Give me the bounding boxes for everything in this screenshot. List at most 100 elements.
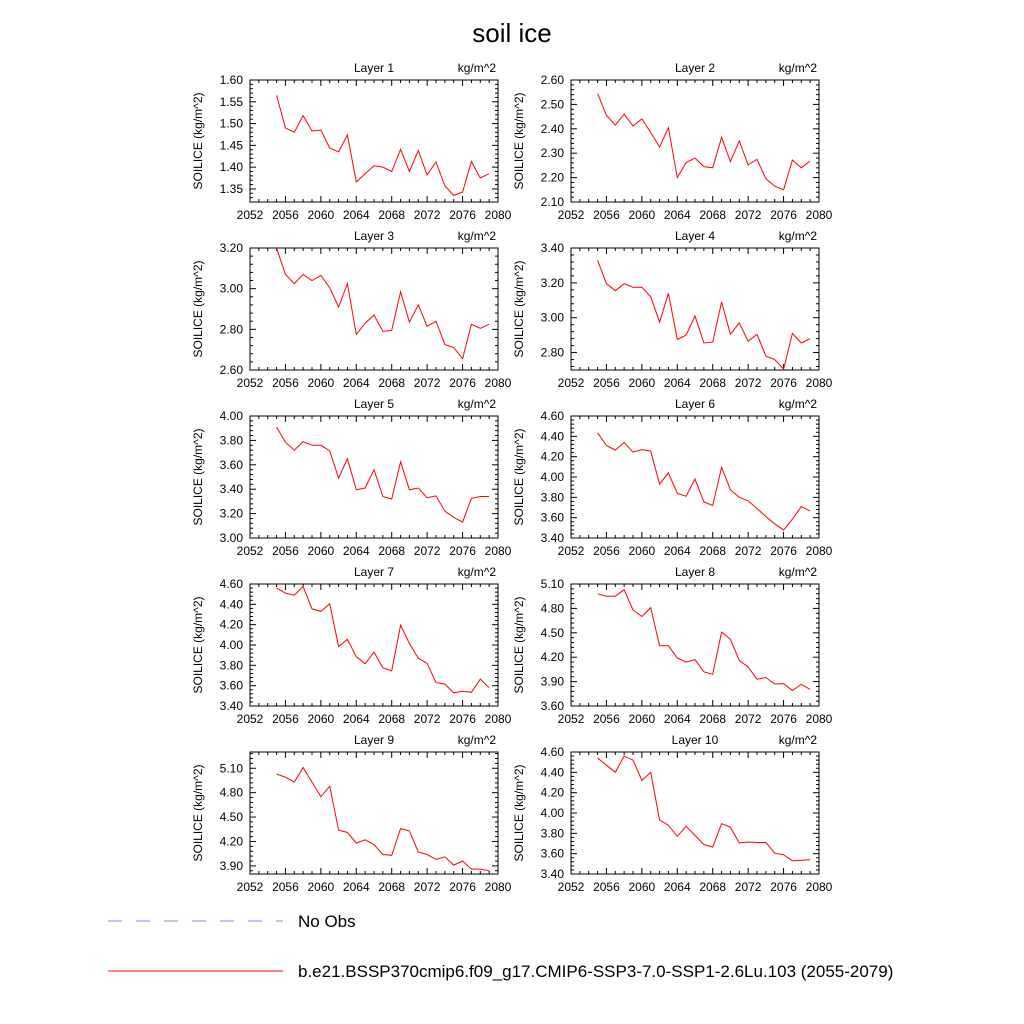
plot-frame: [570, 79, 820, 203]
panel-title-layer-6: Layer 6: [675, 397, 715, 411]
panel-units: kg/m^2: [779, 733, 818, 747]
legend-label-run: b.e21.BSSP370cmip6.f09_g17.CMIP6-SSP3-7.…: [298, 962, 893, 981]
x-tick-label: 2056: [593, 712, 620, 726]
panel-units: kg/m^2: [779, 61, 818, 75]
y-tick-label: 3.00: [220, 282, 244, 296]
y-tick-label: 3.80: [541, 826, 565, 840]
panel-units: kg/m^2: [458, 397, 497, 411]
y-tick-label: 4.60: [220, 577, 244, 591]
y-axis-label: SOILICE (kg/m^2): [191, 765, 205, 862]
x-tick-label: 2080: [806, 376, 833, 390]
y-axis-label: SOILICE (kg/m^2): [512, 597, 526, 694]
y-tick-label: 3.60: [541, 847, 565, 861]
y-tick-label: 3.40: [220, 699, 244, 713]
panel-units: kg/m^2: [458, 733, 497, 747]
x-tick-label: 2056: [272, 712, 299, 726]
x-tick-label: 2052: [237, 376, 264, 390]
y-tick-label: 4.20: [220, 618, 244, 632]
y-tick-label: 4.00: [541, 470, 565, 484]
y-tick-label: 1.40: [220, 160, 244, 174]
y-tick-label: 3.90: [541, 675, 565, 689]
series-line-layer-7: [276, 585, 490, 694]
x-tick-label: 2064: [664, 544, 691, 558]
panel-layer-1: 2052 2056 2060 2064 2068 2072 2076 2080 1.35 1.40…: [191, 61, 512, 222]
y-tick-label: 4.00: [220, 638, 244, 652]
legend-label-no-obs: No Obs: [298, 912, 356, 931]
x-tick-label: 2072: [414, 376, 441, 390]
x-tick-label: 2064: [343, 208, 370, 222]
x-tick-label: 2060: [629, 880, 656, 894]
panel-layer-8: 2052 2056 2060 2064 2068 2072 2076 2080 3.60 3.90…: [512, 565, 833, 726]
y-tick-label: 4.80: [541, 601, 565, 615]
x-tick-label: 2052: [237, 712, 264, 726]
y-tick-label: 4.40: [220, 597, 244, 611]
x-tick-label: 2076: [770, 880, 797, 894]
y-tick-label: 1.60: [220, 73, 244, 87]
y-tick-label: 3.60: [541, 699, 565, 713]
y-tick-label: 1.55: [220, 95, 244, 109]
panel-layer-5: 2052 2056 2060 2064 2068 2072 2076 2080 3.00 3.20…: [191, 397, 512, 558]
y-tick-label: 3.80: [541, 490, 565, 504]
x-tick-label: 2060: [308, 376, 335, 390]
y-tick-label: 3.80: [220, 433, 244, 447]
x-tick-label: 2068: [699, 208, 726, 222]
x-tick-label: 2064: [343, 544, 370, 558]
x-tick-label: 2072: [735, 376, 762, 390]
y-tick-label: 1.45: [220, 138, 244, 152]
x-tick-label: 2080: [485, 376, 512, 390]
x-tick-label: 2068: [378, 376, 405, 390]
x-tick-label: 2080: [485, 712, 512, 726]
series-line-layer-5: [276, 426, 490, 523]
x-tick-label: 2060: [308, 208, 335, 222]
x-tick-label: 2072: [414, 880, 441, 894]
panel-title-layer-4: Layer 4: [675, 229, 715, 243]
y-tick-label: 1.35: [220, 182, 244, 196]
series-line-layer-2: [597, 93, 811, 191]
x-tick-label: 2068: [378, 208, 405, 222]
y-tick-label: 3.40: [541, 867, 565, 881]
x-tick-label: 2080: [806, 880, 833, 894]
y-tick-label: 2.80: [220, 322, 244, 336]
y-tick-label: 2.60: [220, 363, 244, 377]
panel-units: kg/m^2: [458, 565, 497, 579]
x-tick-label: 2076: [770, 544, 797, 558]
panel-layer-6: 2052 2056 2060 2064 2068 2072 2076 2080 3.40 3.60…: [512, 397, 833, 558]
y-tick-label: 4.00: [541, 806, 565, 820]
panel-layer-4: 2052 2056 2060 2064 2068 2072 2076 2080 2.80 3.00…: [512, 229, 833, 390]
plot-frame: [249, 751, 499, 875]
x-tick-label: 2052: [558, 208, 585, 222]
x-tick-label: 2068: [699, 880, 726, 894]
panel-layer-7: 2052 2056 2060 2064 2068 2072 2076 2080 3.40 3.60…: [191, 565, 512, 726]
x-tick-label: 2064: [664, 208, 691, 222]
y-tick-label: 5.10: [541, 577, 565, 591]
x-tick-label: 2080: [806, 544, 833, 558]
panel-units: kg/m^2: [779, 565, 818, 579]
panel-layer-2: 2052 2056 2060 2064 2068 2072 2076 2080 2.10 2.20…: [512, 61, 833, 222]
x-tick-label: 2056: [593, 208, 620, 222]
x-tick-label: 2052: [237, 880, 264, 894]
x-tick-label: 2064: [664, 712, 691, 726]
x-tick-label: 2064: [664, 880, 691, 894]
x-tick-label: 2080: [485, 880, 512, 894]
plot-frame: [570, 583, 820, 707]
x-tick-label: 2072: [735, 712, 762, 726]
figure-title: soil ice: [472, 18, 551, 48]
y-tick-label: 2.20: [541, 171, 565, 185]
x-tick-label: 2060: [629, 544, 656, 558]
y-tick-label: 1.50: [220, 117, 244, 131]
y-tick-label: 3.20: [220, 241, 244, 255]
y-tick-label: 4.20: [541, 650, 565, 664]
panel-title-layer-1: Layer 1: [354, 61, 394, 75]
y-tick-label: 3.60: [220, 458, 244, 472]
y-tick-label: 2.80: [541, 346, 565, 360]
x-tick-label: 2068: [378, 544, 405, 558]
plot-frame: [249, 583, 499, 707]
plot-frame: [249, 247, 499, 371]
x-tick-label: 2060: [308, 712, 335, 726]
x-tick-label: 2060: [629, 376, 656, 390]
panel-title-layer-9: Layer 9: [354, 733, 394, 747]
y-tick-label: 4.50: [220, 810, 244, 824]
panel-title-layer-3: Layer 3: [354, 229, 394, 243]
x-tick-label: 2056: [593, 544, 620, 558]
